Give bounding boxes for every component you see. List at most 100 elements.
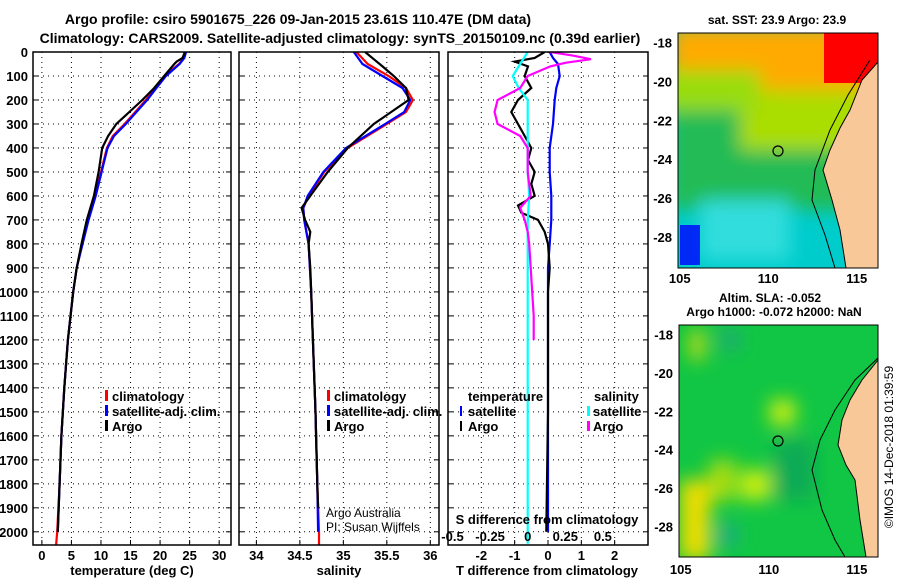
legend-salinity-panel: climatology satellite-adj. clim. Argo Ar… bbox=[326, 389, 442, 534]
map-lat-label: -26 bbox=[653, 191, 672, 206]
legend-swatch-climatology bbox=[327, 390, 330, 401]
legend-label: Argo bbox=[334, 419, 364, 434]
x-axis-label-t-difference: T difference from climatology bbox=[456, 563, 639, 578]
s-tick-label: -0.25 bbox=[475, 529, 505, 544]
y-tick-label: 1600 bbox=[0, 429, 28, 444]
legend-label: Argo bbox=[593, 419, 623, 434]
y-tick-label: 1700 bbox=[0, 453, 28, 468]
y-tick-label: 2000 bbox=[0, 525, 28, 540]
y-tick-label: 900 bbox=[6, 261, 28, 276]
plot-frame bbox=[447, 51, 649, 546]
series-line-s-argo bbox=[493, 52, 592, 340]
copyright-timestamp: ©IMOS 14-Dec-2018 01:39:59 bbox=[882, 366, 896, 529]
map-lat-label: -18 bbox=[654, 328, 673, 343]
map-lat-label: -20 bbox=[653, 75, 672, 90]
plot-frame bbox=[238, 51, 440, 546]
series-line-climatology bbox=[55, 52, 187, 545]
x-tick-label: 34 bbox=[249, 548, 264, 563]
legend-label: satellite bbox=[468, 404, 516, 419]
map-lat-label: -28 bbox=[653, 230, 672, 245]
map-lat-label: -28 bbox=[654, 519, 673, 534]
legend-swatch-t-satellite bbox=[460, 406, 462, 416]
legend-label: climatology bbox=[112, 389, 185, 404]
y-tick-label: 800 bbox=[6, 237, 28, 252]
legend-swatch-climatology bbox=[105, 390, 108, 401]
legend-label: satellite-adj. clim. bbox=[112, 404, 220, 419]
map-lon-label: 105 bbox=[670, 562, 692, 577]
y-tick-label: 300 bbox=[6, 117, 28, 132]
argo-location-marker bbox=[772, 435, 784, 447]
x-tick-label: 35.5 bbox=[374, 548, 399, 563]
x-tick-label: 25 bbox=[182, 548, 196, 563]
legend-label: satellite-adj. clim. bbox=[334, 404, 442, 419]
x-tick-label: -1 bbox=[509, 548, 521, 563]
series-line-t-argo bbox=[510, 52, 551, 532]
annotation-pi: PI: Susan Wijffels bbox=[326, 520, 420, 534]
y-tick-label: 1500 bbox=[0, 405, 28, 420]
plot-frame bbox=[32, 51, 232, 546]
lines-layer bbox=[55, 52, 592, 545]
x-tick-label: 36 bbox=[423, 548, 437, 563]
x-tick-label: 34.5 bbox=[287, 548, 312, 563]
map-lat-label: -26 bbox=[654, 481, 673, 496]
y-tick-label: 1100 bbox=[0, 309, 28, 324]
x-tick-label: 15 bbox=[123, 548, 137, 563]
map-lat-label: -24 bbox=[654, 443, 674, 458]
y-tick-label: 400 bbox=[6, 141, 28, 156]
shelf-contour bbox=[811, 357, 878, 557]
x-tick-label: -2 bbox=[476, 548, 488, 563]
land-mass bbox=[837, 359, 878, 557]
legend-swatch-s-argo bbox=[587, 421, 590, 431]
map-lat-label: -22 bbox=[654, 404, 673, 419]
map-lon-label: 110 bbox=[758, 271, 779, 286]
s-tick-label: 0 bbox=[524, 529, 531, 544]
series-line-argo bbox=[300, 52, 410, 508]
legend-temperature-panel: climatology satellite-adj. clim. Argo bbox=[105, 389, 220, 434]
title-line-1: Argo profile: csiro 5901675_226 09-Jan-2… bbox=[65, 11, 531, 27]
sla-map bbox=[679, 325, 878, 557]
land-mass bbox=[822, 61, 878, 268]
legend-title-temperature: temperature bbox=[468, 389, 543, 404]
map-lat-label: -22 bbox=[653, 113, 672, 128]
series-line-argo bbox=[56, 52, 186, 532]
map-lon-label: 115 bbox=[846, 562, 867, 577]
sla-map-title: Altim. SLA: -0.052 bbox=[719, 291, 821, 305]
x-tick-label: 5 bbox=[68, 548, 75, 563]
y-tick-label: 1900 bbox=[0, 501, 28, 516]
x-tick-label: 20 bbox=[153, 548, 167, 563]
x-tick-label: 2 bbox=[611, 548, 618, 563]
y-tick-label: 700 bbox=[6, 213, 28, 228]
legend-label: climatology bbox=[334, 389, 407, 404]
legend-swatch-argo bbox=[327, 420, 330, 431]
series-line-climatology bbox=[302, 52, 415, 545]
sst-map bbox=[678, 33, 878, 268]
legend-swatch-satellite bbox=[327, 405, 330, 416]
x-tick-label: 0 bbox=[544, 548, 551, 563]
shelf-contour bbox=[811, 59, 871, 268]
map-lat-label: -18 bbox=[653, 36, 672, 51]
y-tick-label: 1200 bbox=[0, 333, 28, 348]
map-lat-label: -20 bbox=[654, 366, 673, 381]
legend-label: Argo bbox=[112, 419, 142, 434]
sla-map-frame bbox=[678, 324, 879, 558]
map-lon-label: 105 bbox=[669, 271, 691, 286]
map-lon-label: 110 bbox=[758, 562, 779, 577]
legend-title-salinity: salinity bbox=[594, 389, 640, 404]
title-line-2: Climatology: CARS2009. Satellite-adjuste… bbox=[40, 30, 641, 46]
y-tick-label: 1400 bbox=[0, 381, 28, 396]
x-tick-label: 35 bbox=[336, 548, 350, 563]
s-axis-label: S difference from climatology bbox=[456, 512, 640, 527]
sla-map-subtitle: Argo h1000: -0.072 h2000: NaN bbox=[686, 305, 861, 319]
legend-swatch-argo bbox=[105, 420, 108, 431]
y-tick-label: 100 bbox=[6, 69, 28, 84]
y-tick-label: 1300 bbox=[0, 357, 28, 372]
legend-label: Argo bbox=[468, 419, 498, 434]
x-axis-label-salinity: salinity bbox=[317, 563, 363, 578]
map-lon-label: 115 bbox=[846, 271, 867, 286]
legend-swatch-t-argo bbox=[460, 421, 462, 431]
y-tick-label: 600 bbox=[6, 189, 28, 204]
sst-map-frame bbox=[677, 32, 879, 269]
annotation-argo-australia: Argo Australia bbox=[326, 506, 401, 520]
y-tick-label: 200 bbox=[6, 93, 28, 108]
